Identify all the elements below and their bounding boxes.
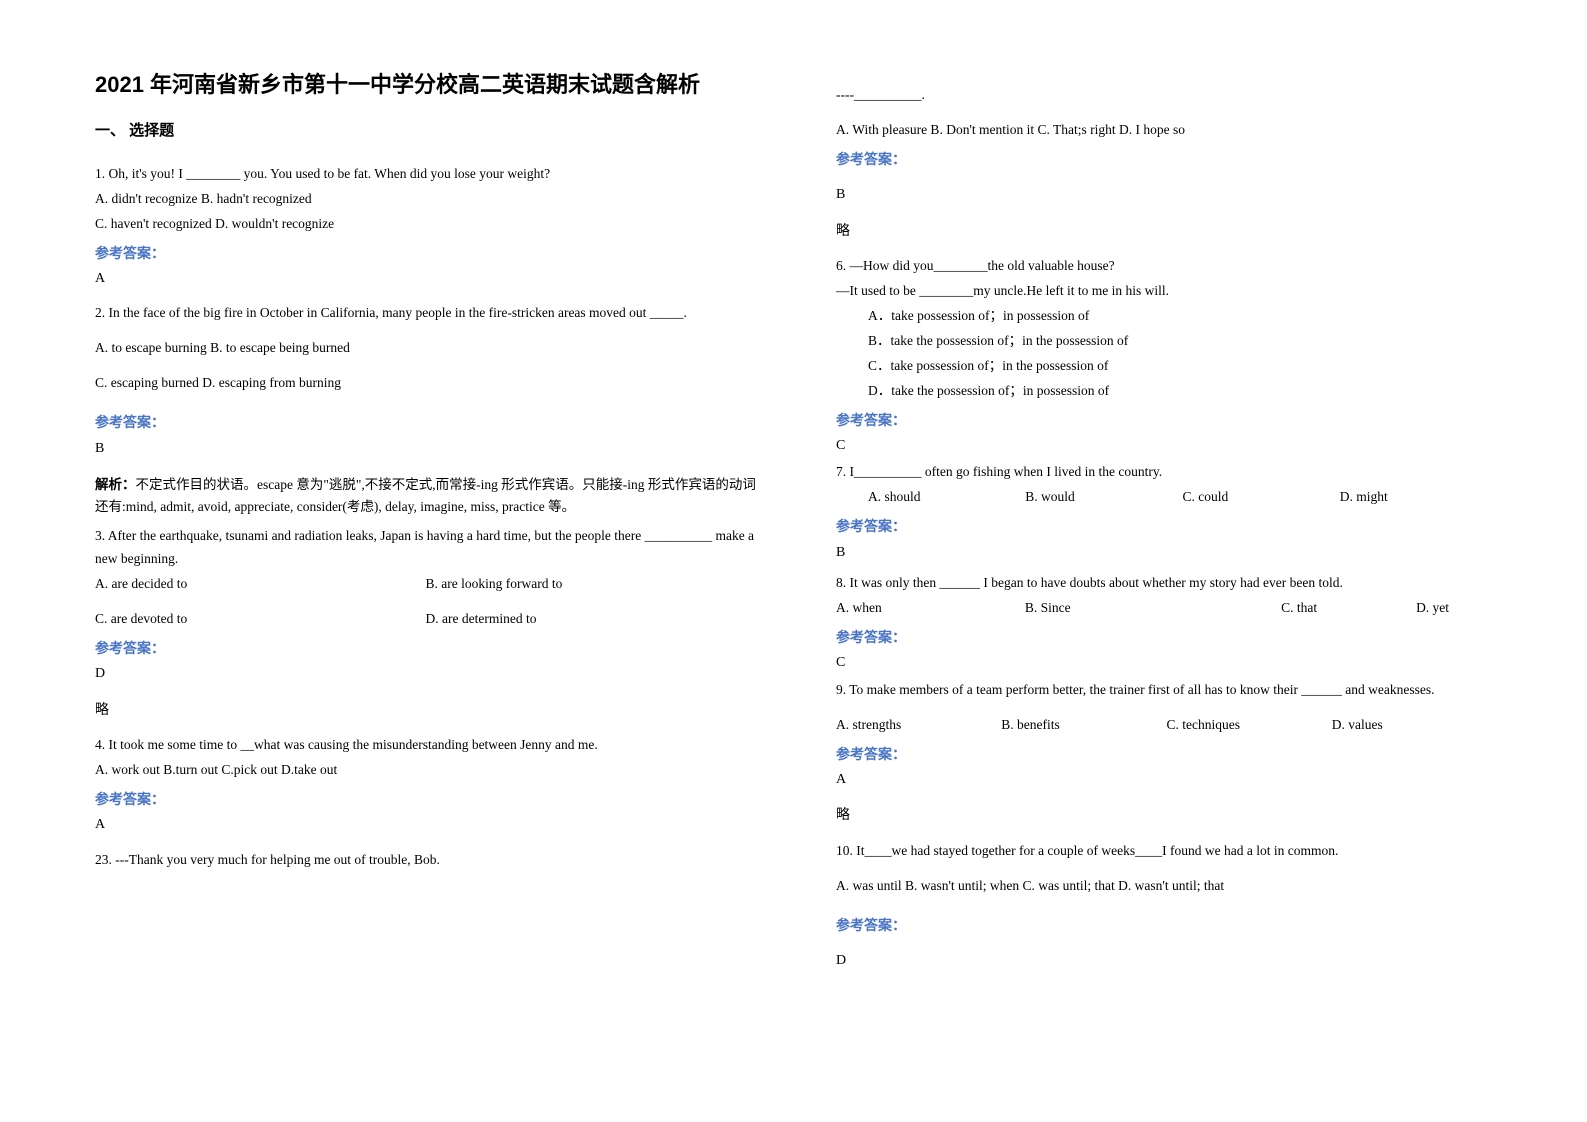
- exam-title: 2021 年河南省新乡市第十一中学分校高二英语期末试题含解析: [95, 70, 756, 101]
- q5-text1: 23. ---Thank you very much for helping m…: [95, 849, 756, 872]
- q7-opts: A. should B. would C. could D. might: [836, 486, 1497, 509]
- q9-optB: B. benefits: [1001, 714, 1166, 737]
- q2-explain: 解析：不定式作目的状语。escape 意为"逃脱",不接不定式,而常接-ing …: [95, 474, 756, 517]
- q6-text1: 6. —How did you________the old valuable …: [836, 255, 1497, 278]
- explain-label: 解析：: [95, 477, 136, 492]
- q6-optC: C．take possession of；in the possession o…: [836, 355, 1497, 378]
- section-heading: 一、 选择题: [95, 119, 756, 143]
- q9-answer: A: [836, 769, 1497, 791]
- q8-optC: C. that: [1281, 597, 1416, 620]
- q7-text: 7. I__________ often go fishing when I l…: [836, 461, 1497, 484]
- q2-opts-row1: A. to escape burning B. to escape being …: [95, 337, 756, 360]
- q2-explain-text: 不定式作目的状语。escape 意为"逃脱",不接不定式,而常接-ing 形式作…: [95, 477, 756, 514]
- q5-opts: A. With pleasure B. Don't mention it C. …: [836, 119, 1497, 142]
- q3-optC: C. are devoted to: [95, 608, 426, 631]
- q3-optD: D. are determined to: [426, 608, 757, 631]
- q3-omit: 略: [95, 700, 756, 722]
- q8-optA: A. when: [836, 597, 1025, 620]
- q6-optD: D．take the possession of；in possession o…: [836, 380, 1497, 403]
- q7-optC: C. could: [1183, 486, 1340, 509]
- q10-text: 10. It____we had stayed together for a c…: [836, 840, 1497, 863]
- q7-answer: B: [836, 542, 1497, 564]
- q1-opts-row2: C. haven't recognized D. wouldn't recogn…: [95, 213, 756, 236]
- q6-optA: A．take possession of；in possession of: [836, 305, 1497, 328]
- q3-answer: D: [95, 663, 756, 685]
- q3-opts-row2: C. are devoted to D. are determined to: [95, 608, 756, 631]
- q2-opts-row2: C. escaping burned D. escaping from burn…: [95, 372, 756, 395]
- q4-answer: A: [95, 814, 756, 836]
- answer-label: 参考答案：: [836, 626, 1497, 648]
- q9-text: 9. To make members of a team perform bet…: [836, 679, 1497, 702]
- q2-answer: B: [95, 438, 756, 460]
- q10-answer: D: [836, 950, 1497, 972]
- q5-omit: 略: [836, 221, 1497, 243]
- answer-label: 参考答案：: [95, 637, 756, 659]
- q1-text: 1. Oh, it's you! I ________ you. You use…: [95, 163, 756, 186]
- q8-optD: D. yet: [1416, 597, 1497, 620]
- q4-text: 4. It took me some time to __what was ca…: [95, 734, 756, 757]
- q8-optB: B. Since: [1025, 597, 1281, 620]
- q6-optB: B．take the possession of；in the possessi…: [836, 330, 1497, 353]
- q1-answer: A: [95, 268, 756, 290]
- q8-answer: C: [836, 652, 1497, 674]
- q10-opts: A. was until B. wasn't until; when C. wa…: [836, 875, 1497, 898]
- q2-text: 2. In the face of the big fire in Octobe…: [95, 302, 756, 325]
- answer-label: 参考答案：: [836, 914, 1497, 936]
- q9-optA: A. strengths: [836, 714, 1001, 737]
- q3-optB: B. are looking forward to: [426, 573, 757, 596]
- q8-text: 8. It was only then ______ I began to ha…: [836, 572, 1497, 595]
- q6-answer: C: [836, 435, 1497, 457]
- q3-opts-row1: A. are decided to B. are looking forward…: [95, 573, 756, 596]
- answer-label: 参考答案：: [95, 242, 756, 264]
- q7-optA: A. should: [868, 486, 1025, 509]
- q9-optD: D. values: [1332, 714, 1497, 737]
- q7-optD: D. might: [1340, 486, 1497, 509]
- q6-text2: —It used to be ________my uncle.He left …: [836, 280, 1497, 303]
- q5-text2: ----__________.: [836, 84, 1497, 107]
- answer-label: 参考答案：: [836, 148, 1497, 170]
- answer-label: 参考答案：: [836, 409, 1497, 431]
- q1-opts-row1: A. didn't recognize B. hadn't recognized: [95, 188, 756, 211]
- q3-text: 3. After the earthquake, tsunami and rad…: [95, 525, 756, 571]
- q8-opts: A. when B. Since C. that D. yet: [836, 597, 1497, 620]
- answer-label: 参考答案：: [836, 515, 1497, 537]
- answer-label: 参考答案：: [95, 788, 756, 810]
- answer-label: 参考答案：: [836, 743, 1497, 765]
- q5-answer: B: [836, 184, 1497, 206]
- q9-omit: 略: [836, 805, 1497, 827]
- q3-optA: A. are decided to: [95, 573, 426, 596]
- q9-opts: A. strengths B. benefits C. techniques D…: [836, 714, 1497, 737]
- q9-optC: C. techniques: [1167, 714, 1332, 737]
- q4-opts: A. work out B.turn out C.pick out D.take…: [95, 759, 756, 782]
- answer-label: 参考答案：: [95, 411, 756, 433]
- q7-optB: B. would: [1025, 486, 1182, 509]
